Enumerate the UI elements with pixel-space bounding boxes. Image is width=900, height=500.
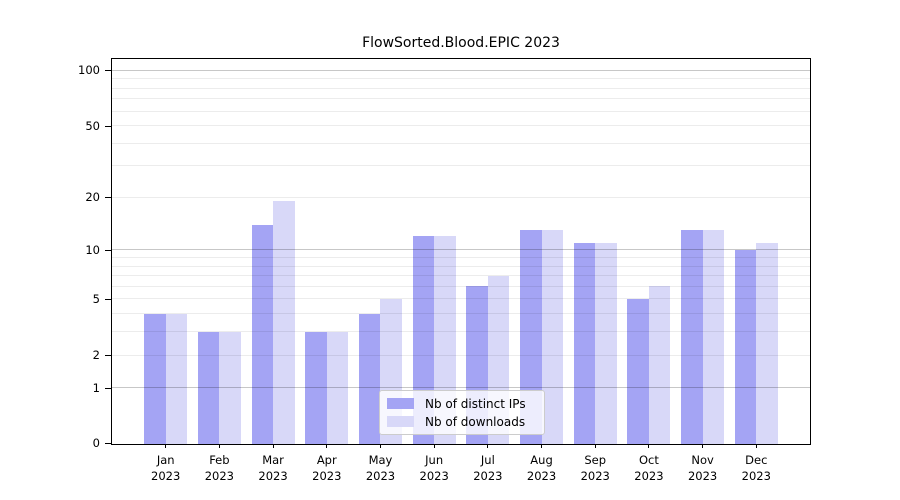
- x-tick-label: Apr 2023: [295, 453, 359, 484]
- x-tick-label: Jul 2023: [456, 453, 520, 484]
- x-tick-year: 2023: [741, 468, 771, 483]
- x-tick: [755, 444, 757, 448]
- y-tick-label: 1: [92, 380, 100, 395]
- x-tick-label: Nov 2023: [671, 453, 735, 484]
- x-tick-label: Aug 2023: [510, 453, 574, 484]
- legend-item-distinct-ips: Nb of distinct IPs: [387, 396, 536, 411]
- bar-downloads-dec: [756, 242, 778, 444]
- x-tick-month: Mar: [262, 453, 284, 467]
- x-tick-label: May 2023: [348, 453, 412, 484]
- x-tick: [379, 444, 381, 448]
- y-tick-label: 2: [92, 348, 100, 363]
- y-tick: [105, 249, 111, 251]
- x-tick-year: 2023: [258, 468, 288, 483]
- y-tick-label: 50: [85, 118, 100, 133]
- x-tick: [541, 444, 543, 448]
- y-tick-label: 20: [85, 190, 100, 205]
- x-tick-year: 2023: [526, 468, 557, 483]
- legend-swatch-downloads: [387, 416, 414, 427]
- x-tick-year: 2023: [580, 468, 610, 483]
- y-tick: [105, 387, 111, 389]
- legend-swatch-distinct-ips: [387, 398, 414, 409]
- x-tick: [702, 444, 704, 448]
- x-tick: [487, 444, 489, 448]
- bar-distinct-ips-feb: [197, 331, 220, 444]
- x-tick: [165, 444, 167, 448]
- y-tick-label: 10: [85, 242, 100, 257]
- x-tick-year: 2023: [687, 468, 718, 483]
- plot-area: 0 1 2 5 10 20 50 100 Jan 2023 Feb 2023 Mar 2023 Apr 202…: [78, 58, 811, 483]
- x-tick-year: 2023: [365, 468, 396, 483]
- x-tick-month: Dec: [745, 453, 768, 467]
- x-tick-month: Oct: [638, 453, 659, 467]
- x-tick: [594, 444, 596, 448]
- bar-downloads-oct: [648, 286, 671, 444]
- bar-downloads-mar: [273, 201, 295, 444]
- x-tick-month: May: [368, 453, 393, 467]
- x-tick-label: Jan 2023: [134, 453, 198, 484]
- legend: Nb of distinct IPs Nb of downloads: [379, 390, 545, 435]
- bar-distinct-ips-mar: [251, 224, 274, 444]
- x-tick-month: Apr: [316, 453, 337, 467]
- axes-layer: 0 1 2 5 10 20 50 100 Jan 2023 Feb 2023 Mar 2023 Apr 202…: [78, 59, 810, 482]
- x-tick-label: Mar 2023: [241, 453, 305, 484]
- bar-distinct-ips-dec: [734, 249, 757, 444]
- legend-item-downloads: Nb of downloads: [387, 414, 536, 429]
- x-tick-month: Jan: [156, 453, 175, 467]
- y-tick: [105, 197, 111, 199]
- x-tick-year: 2023: [204, 468, 235, 483]
- x-tick-month: Nov: [691, 453, 714, 467]
- y-tick-label: 5: [92, 291, 100, 306]
- x-tick-year: 2023: [419, 468, 449, 483]
- x-tick-label: Dec 2023: [724, 453, 788, 484]
- x-tick-label: Oct 2023: [617, 453, 681, 484]
- x-tick-year: 2023: [312, 468, 342, 483]
- bar-downloads-nov: [702, 230, 725, 444]
- bar-downloads-apr: [326, 331, 349, 444]
- bar-downloads-sep: [595, 242, 617, 444]
- x-tick-year: 2023: [151, 468, 181, 483]
- y-tick-label: 0: [92, 436, 100, 450]
- x-tick-month: Jun: [425, 453, 444, 467]
- legend-label-downloads: Nb of downloads: [425, 414, 526, 429]
- y-tick-label: 100: [78, 63, 100, 78]
- x-tick-year: 2023: [634, 468, 664, 483]
- y-tick: [105, 70, 111, 72]
- bar-downloads-jan: [165, 313, 188, 444]
- x-tick-year: 2023: [473, 468, 503, 483]
- x-tick-label: Feb 2023: [187, 453, 251, 484]
- bar-distinct-ips-apr: [305, 331, 327, 444]
- bar-distinct-ips-sep: [573, 242, 596, 444]
- x-tick-month: Feb: [209, 453, 230, 467]
- x-tick: [272, 444, 274, 448]
- bar-distinct-ips-oct: [627, 298, 649, 444]
- bar-distinct-ips-may: [358, 313, 381, 444]
- chart-title: FlowSorted.Blood.EPIC 2023: [362, 35, 560, 51]
- x-tick: [326, 444, 328, 448]
- x-tick-month: Jul: [480, 453, 495, 467]
- x-tick-label: Jun 2023: [402, 453, 466, 484]
- x-tick: [218, 444, 220, 448]
- x-tick: [648, 444, 650, 448]
- legend-label-distinct-ips: Nb of distinct IPs: [425, 396, 526, 411]
- bar-downloads-aug: [541, 230, 564, 444]
- bar-downloads-feb: [219, 331, 241, 444]
- bar-distinct-ips-jan: [144, 313, 166, 444]
- x-tick-month: Aug: [530, 453, 553, 467]
- y-tick: [105, 443, 111, 444]
- y-tick: [105, 355, 111, 357]
- y-tick: [105, 298, 111, 300]
- bar-distinct-ips-nov: [681, 230, 703, 444]
- x-tick-month: Sep: [584, 453, 607, 467]
- x-tick: [433, 444, 435, 448]
- y-tick: [105, 125, 111, 127]
- x-tick-label: Sep 2023: [563, 453, 627, 484]
